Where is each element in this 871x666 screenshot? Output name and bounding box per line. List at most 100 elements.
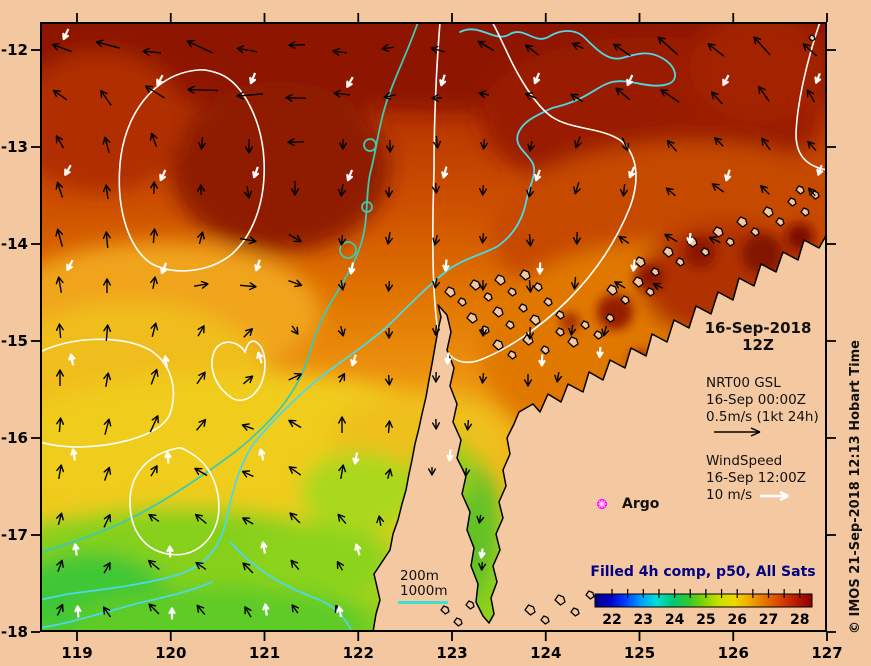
current-arrow-shaft — [287, 141, 305, 143]
current-arrow — [573, 182, 581, 195]
current-arrow-shaft — [657, 36, 679, 56]
current-arrow — [479, 184, 488, 196]
current-arrow-head — [285, 93, 293, 102]
current-arrow-shaft — [150, 369, 158, 385]
wind-arrow — [159, 169, 167, 182]
x-tick-label: 124 — [530, 644, 561, 662]
current-arrow-head — [660, 89, 669, 97]
current-arrow-shaft — [57, 513, 63, 525]
current-arrow-head — [102, 184, 111, 193]
island — [465, 600, 475, 610]
current-arrow — [236, 45, 257, 54]
current-arrow-head — [383, 92, 392, 100]
current-arrow-head — [56, 559, 64, 568]
current-arrow — [571, 276, 579, 290]
current-arrow-head — [621, 142, 630, 152]
current-arrow-shaft — [434, 234, 438, 246]
current-arrow-head — [464, 423, 473, 431]
current-arrow-head — [710, 91, 719, 100]
wind-arrow-head — [346, 173, 354, 182]
colorbar-title: Filled 4h comp, p50, All Sats — [590, 564, 815, 580]
wind-legend: WindSpeed 16-Sep 12:00Z 10 m/s — [706, 453, 806, 504]
current-arrow-head — [339, 142, 348, 150]
wind-arrow-head — [478, 551, 486, 559]
wind-arrow-head — [336, 606, 344, 614]
island — [567, 336, 579, 348]
wind-arrow-head — [162, 355, 170, 363]
current-arrow — [55, 276, 64, 294]
wind-arrow-head — [66, 263, 73, 271]
current-arrow-head — [103, 466, 112, 475]
island — [634, 256, 646, 268]
current-arrow-head — [55, 228, 64, 237]
current-arrow-shaft — [239, 237, 257, 243]
current-arrow — [56, 464, 65, 480]
current-arrow — [187, 85, 219, 94]
wind-arrow — [68, 353, 76, 366]
current-arrow-shaft — [285, 96, 307, 100]
wind-arrow — [814, 72, 822, 84]
wind-arrow — [441, 166, 449, 179]
current-arrow-shaft — [807, 141, 817, 151]
current-arrow-shaft — [622, 183, 626, 197]
current-arrow-head — [194, 513, 204, 522]
colorbar-tick-labels: 22 23 24 25 26 27 28 — [602, 612, 809, 628]
current-arrow-shaft — [242, 424, 254, 430]
current-arrow — [337, 513, 347, 525]
current-arrow-head — [806, 89, 815, 98]
current-arrow — [142, 47, 162, 56]
current-arrow-shaft — [387, 231, 391, 245]
wind-arrow — [262, 603, 270, 616]
current-arrow-head — [56, 417, 65, 425]
x-tick-label: 126 — [718, 644, 749, 662]
current-arrow — [103, 513, 112, 528]
current-arrow-head — [291, 188, 299, 196]
current-arrow — [384, 374, 393, 386]
current-arrow-head — [103, 562, 111, 571]
current-arrow-head — [479, 236, 488, 244]
current-arrow-head — [480, 142, 489, 150]
wind-arrow-head — [441, 171, 449, 179]
gsl-scale-arrow — [714, 427, 761, 437]
current-arrow-head — [52, 89, 61, 98]
current-arrow-shaft — [148, 559, 160, 571]
current-arrow-head — [570, 93, 579, 101]
y-tick-label: -18 — [1, 623, 28, 641]
current-arrow-shaft — [103, 514, 111, 528]
x-tick-label: 122 — [343, 644, 374, 662]
current-arrow-head — [478, 563, 487, 571]
current-arrow-shaft — [529, 140, 533, 152]
island — [457, 297, 467, 307]
current-arrow-head — [150, 276, 158, 285]
current-arrow — [601, 325, 610, 337]
wind-arrow — [62, 28, 70, 41]
current-arrow-head — [601, 328, 610, 337]
current-arrow-head — [462, 469, 471, 477]
wind-vector-field — [62, 28, 824, 620]
wind-arrow — [160, 262, 168, 275]
current-arrow — [102, 606, 112, 618]
current-arrow-head — [194, 467, 203, 476]
current-arrow-head — [526, 332, 534, 340]
wind-arrow — [74, 605, 82, 618]
current-arrow-shaft — [525, 92, 537, 100]
current-arrow — [524, 92, 537, 100]
current-arrow-head — [568, 327, 577, 336]
current-arrow-head — [665, 187, 674, 196]
current-arrow-shaft — [340, 279, 344, 291]
current-arrow-head — [385, 331, 393, 339]
current-arrow-head — [287, 138, 295, 147]
current-arrow-shaft — [383, 94, 397, 98]
current-arrow-shaft — [149, 415, 159, 433]
current-arrow-head — [479, 375, 488, 384]
current-arrow-shaft — [58, 323, 62, 339]
current-arrow-head — [197, 231, 205, 240]
current-arrow-head — [479, 188, 488, 196]
wind-arrow — [538, 354, 546, 367]
current-arrow — [103, 418, 112, 435]
current-arrow-shaft — [145, 85, 165, 99]
current-arrow — [52, 89, 67, 101]
current-arrow — [708, 236, 721, 244]
current-arrow-shaft — [58, 417, 62, 433]
current-arrow-head — [51, 42, 61, 51]
